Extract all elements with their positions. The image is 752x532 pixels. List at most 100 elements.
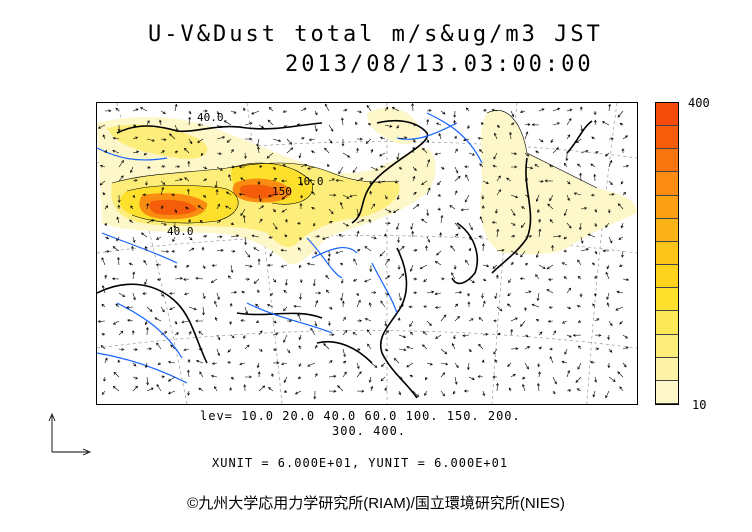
wind-arrow: [269, 292, 274, 296]
wind-arrow: [422, 344, 428, 350]
wind-arrow: [605, 390, 610, 399]
wind-arrow: [481, 194, 485, 200]
wind-arrow: [524, 194, 530, 198]
wind-arrow: [188, 306, 197, 311]
wind-arrow: [436, 250, 442, 256]
wind-arrow: [468, 318, 474, 322]
wind-arrow: [202, 264, 206, 270]
wind-arrow: [132, 385, 138, 392]
wind-arrow: [356, 362, 360, 370]
wind-arrow: [510, 250, 519, 255]
wind-arrow: [112, 149, 120, 154]
wind-arrow: [566, 117, 572, 126]
wind-arrow: [170, 344, 176, 350]
wind-arrow: [535, 274, 540, 280]
wind-arrow: [509, 131, 512, 140]
wind-arrow: [370, 385, 374, 392]
wind-arrow: [160, 250, 170, 253]
wind-arrow: [549, 194, 554, 202]
wind-arrow: [590, 163, 596, 168]
wind-arrow: [520, 250, 526, 258]
wind-arrow: [510, 373, 516, 378]
wind-arrow: [370, 236, 377, 240]
wind-arrow: [145, 180, 148, 186]
wind-arrow: [396, 222, 400, 231]
wind-arrow: [369, 190, 373, 196]
wind-arrow: [118, 330, 124, 336]
wind-arrow: [394, 180, 400, 184]
wind-arrow: [380, 376, 386, 382]
wind-arrow: [188, 116, 192, 126]
wind-arrow: [280, 264, 288, 268]
wind-arrow: [342, 316, 346, 322]
reference-vector-axes: [48, 412, 92, 456]
wind-arrow: [379, 136, 386, 140]
wind-arrow: [267, 263, 274, 267]
wind-arrow: [412, 166, 417, 172]
wind-arrow: [481, 243, 485, 252]
wind-arrow: [324, 147, 330, 154]
wind-arrow: [258, 205, 265, 210]
wind-arrow: [230, 149, 234, 154]
wind-arrow: [412, 291, 418, 295]
wind-arrow: [257, 371, 261, 378]
wind-arrow: [327, 250, 331, 258]
wind-arrow: [126, 305, 134, 309]
wind-arrow: [173, 222, 177, 229]
wind-arrow: [97, 319, 106, 323]
wind-arrow: [520, 222, 526, 228]
wind-arrow: [412, 277, 418, 281]
wind-arrow: [281, 179, 288, 183]
wind-arrow: [601, 121, 610, 126]
wind-arrow: [454, 175, 461, 182]
wind-arrow: [426, 320, 432, 327]
wind-arrow: [531, 303, 540, 308]
wind-arrow: [240, 319, 246, 323]
wind-arrow: [496, 332, 501, 336]
wind-arrow: [117, 204, 121, 210]
wind-arrow: [454, 362, 459, 369]
wind-arrow: [216, 248, 224, 252]
wind-arrow: [256, 362, 260, 369]
wind-arrow: [258, 124, 265, 129]
wind-arrow: [409, 320, 414, 328]
wind-arrow: [184, 206, 190, 210]
legend-max-label: 400: [688, 96, 710, 110]
wind-arrow: [314, 300, 319, 308]
wind-arrow: [112, 136, 120, 140]
wind-arrow: [340, 117, 344, 126]
wind-arrow: [160, 306, 165, 313]
wind-arrow: [622, 362, 627, 368]
wind-arrow: [227, 348, 232, 353]
wind-arrow: [546, 264, 554, 270]
wind-arrow: [325, 289, 330, 294]
wind-arrow: [496, 306, 503, 312]
wind-arrow: [118, 160, 124, 168]
wind-arrow: [451, 343, 456, 350]
wind-arrow: [311, 207, 316, 210]
wind-arrow: [524, 362, 529, 370]
wind-arrow: [549, 164, 554, 168]
wind-arrow: [467, 124, 471, 130]
wind-arrow: [356, 299, 361, 308]
wind-arrow: [566, 108, 573, 112]
copyright-credit: ©九州大学応用力学研究所(RIAM)/国立環境研究所(NIES): [187, 495, 565, 512]
wind-arrow: [576, 163, 582, 168]
wind-arrow: [575, 376, 582, 383]
wind-arrow: [132, 347, 138, 351]
wind-arrow: [594, 275, 597, 280]
wind-arrow: [510, 222, 516, 226]
wind-arrow: [327, 163, 330, 168]
wind-arrow: [286, 138, 293, 145]
wind-arrow: [335, 250, 344, 254]
wind-arrow: [398, 136, 408, 140]
wind-arrow: [267, 119, 274, 126]
wind-arrow: [590, 360, 596, 364]
wind-arrow: [338, 166, 344, 175]
wind-arrow: [465, 259, 470, 266]
wind-arrow: [300, 137, 305, 140]
wind-arrow: [494, 359, 498, 364]
wind-arrow: [561, 360, 568, 364]
wind-arrow: [535, 319, 540, 322]
contour-label: 150: [272, 185, 292, 198]
